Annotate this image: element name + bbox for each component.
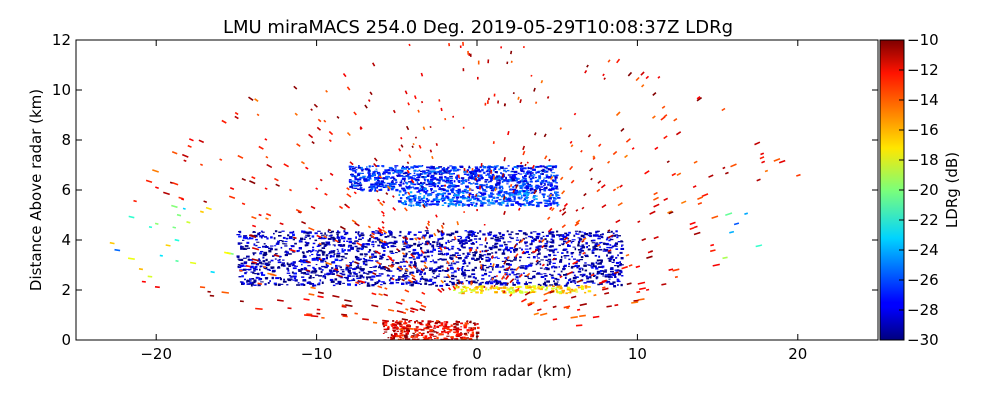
- x-axis: −20 −10 0 10 20: [140, 40, 807, 363]
- y-tick-label: 8: [61, 131, 71, 149]
- y-axis-label: Distance Above radar (km): [27, 89, 45, 291]
- colorbar-label: LDRg (dB): [943, 152, 961, 228]
- y-axis: 0 2 4 6 8 10 12: [52, 31, 878, 349]
- colorbar-tick-label: −12: [907, 61, 939, 79]
- colorbar-tick-label: −20: [907, 181, 939, 199]
- y-tick-label: 12: [52, 31, 71, 49]
- chart-title: LMU miraMACS 254.0 Deg. 2019-05-29T10:08…: [223, 17, 733, 38]
- x-tick-label: 10: [628, 345, 647, 363]
- x-tick-label: −20: [140, 345, 172, 363]
- y-tick-label: 2: [61, 281, 71, 299]
- y-tick-label: 10: [52, 81, 71, 99]
- x-axis-label: Distance from radar (km): [382, 362, 572, 380]
- x-tick-label: 0: [472, 345, 482, 363]
- y-tick-label: 0: [61, 331, 71, 349]
- colorbar-tick-label: −14: [907, 91, 939, 109]
- ldr-region: [236, 230, 625, 288]
- colorbar-tick-label: −18: [907, 151, 939, 169]
- colorbar-tick-label: −10: [907, 31, 939, 49]
- colorbar-tick-label: −26: [907, 271, 939, 289]
- ldr-region: [382, 320, 480, 340]
- ldr-region: [348, 165, 559, 193]
- scan-shadow: [565, 190, 878, 340]
- colorbar-tick-label: −24: [907, 241, 939, 259]
- y-tick-label: 6: [61, 181, 71, 199]
- y-tick-label: 4: [61, 231, 71, 249]
- colorbar-tick-label: −16: [907, 121, 939, 139]
- ldr-scan-data: [109, 41, 878, 340]
- colorbar-axis: −10 −12 −14 −16 −18 −20 −22 −24 −26 −28 −30: [899, 31, 939, 349]
- colorbar-tick-label: −30: [907, 331, 939, 349]
- colorbar-tick-label: −22: [907, 211, 939, 229]
- x-tick-label: 20: [788, 345, 807, 363]
- ldr-region: [453, 285, 592, 295]
- colorbar-tick-label: −28: [907, 301, 939, 319]
- x-tick-label: −10: [301, 345, 333, 363]
- ldr-region: [397, 190, 561, 208]
